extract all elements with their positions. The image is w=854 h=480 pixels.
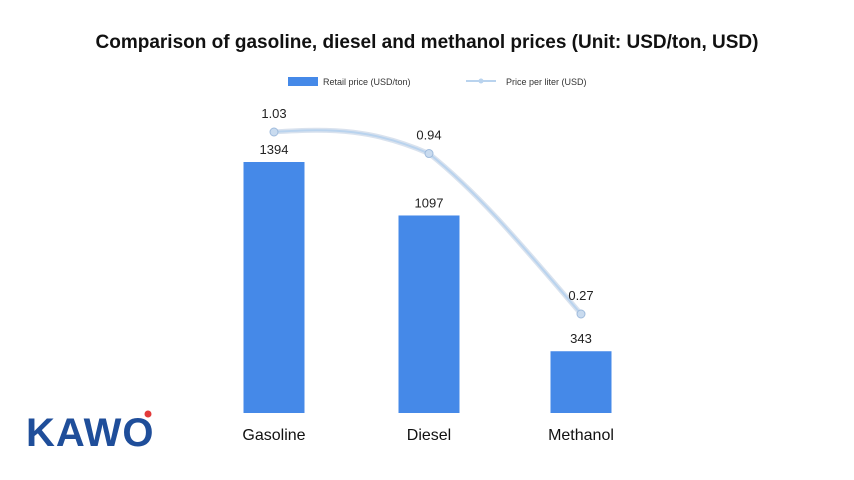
line-value-label: 0.27 xyxy=(568,288,593,303)
bar-gasoline xyxy=(243,162,305,413)
bar-value-label: 1394 xyxy=(260,142,289,157)
category-label: Diesel xyxy=(407,427,451,444)
line-point-methanol xyxy=(576,309,586,319)
category-label: Gasoline xyxy=(242,427,305,444)
kawo-logo: KAWO xyxy=(26,410,154,455)
legend-bar-swatch xyxy=(288,77,318,86)
legend: Retail price (USD/ton) Price per liter (… xyxy=(288,77,587,87)
line-value-label: 1.03 xyxy=(261,106,286,121)
legend-label-line: Price per liter (USD) xyxy=(506,77,587,87)
category-label: Methanol xyxy=(548,427,614,444)
legend-line-marker xyxy=(478,78,484,84)
bar-methanol xyxy=(550,351,612,413)
line-value-label: 0.94 xyxy=(416,128,441,143)
legend-label-bar: Retail price (USD/ton) xyxy=(323,77,411,87)
line-point-diesel xyxy=(424,149,434,159)
bar-diesel xyxy=(398,215,460,413)
chart-title: Comparison of gasoline, diesel and metha… xyxy=(96,32,759,53)
bar-value-label: 1097 xyxy=(415,195,444,210)
logo-text: KAWO xyxy=(26,411,154,455)
logo-accent-dot xyxy=(144,410,152,418)
line-point-gasoline xyxy=(269,127,279,137)
bar-value-label: 343 xyxy=(570,331,592,346)
